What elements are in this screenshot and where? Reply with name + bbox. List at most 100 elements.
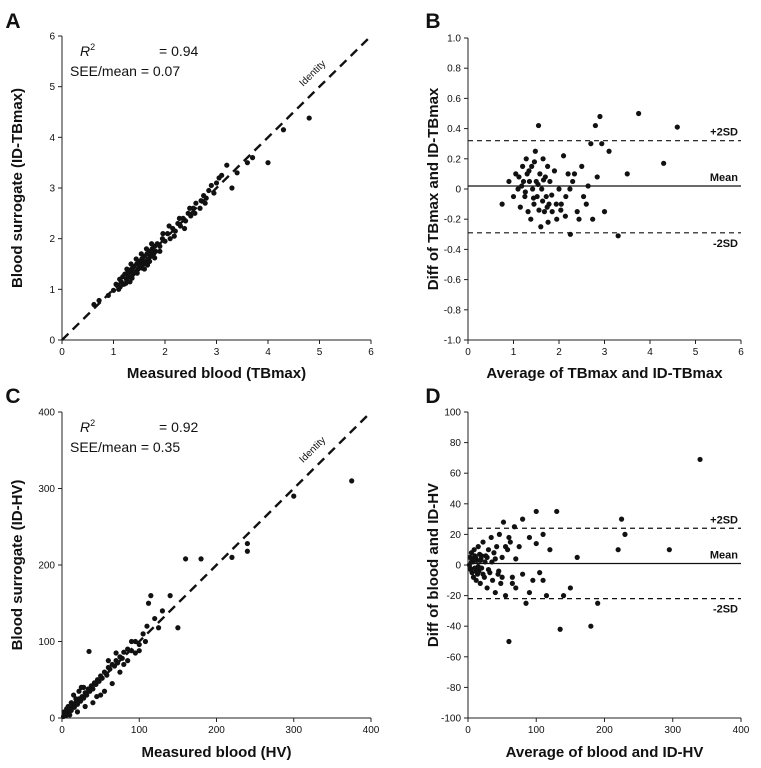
data-point <box>666 547 672 553</box>
data-point <box>475 563 481 570</box>
data-point <box>528 216 534 222</box>
data-point <box>177 223 184 229</box>
x-tick-label: 100 <box>528 725 545 736</box>
y-tick-label: 0 <box>455 561 461 572</box>
data-point <box>115 660 121 666</box>
data-point <box>540 177 547 183</box>
data-point <box>567 231 573 237</box>
data-point <box>541 209 548 215</box>
y-tick-label: 80 <box>450 438 462 449</box>
data-point <box>145 600 152 606</box>
data-point <box>488 534 494 541</box>
y-tick-label: 0 <box>49 714 55 725</box>
data-point <box>523 156 529 162</box>
data-point <box>530 577 536 583</box>
y-axis-title: Diff of blood and ID-HV <box>425 483 442 647</box>
x-tick-label: 0 <box>59 347 65 358</box>
y-tick-label: -0.4 <box>444 245 462 256</box>
panel-c-scatter: C 0 100 200 300 400 0 100 200 300 400 Measured bloo… <box>5 385 379 761</box>
data-point <box>556 186 562 192</box>
data-point <box>533 508 539 515</box>
r2-value: = 0.94 <box>159 43 199 59</box>
data-point <box>563 193 569 200</box>
data-point <box>198 198 204 204</box>
data-point <box>540 156 546 162</box>
see-mean-label: SEE/mean = 0.35 <box>70 439 180 455</box>
data-point <box>90 686 96 692</box>
y-tick-label: 0 <box>49 336 55 347</box>
data-point <box>592 122 599 129</box>
data-point <box>157 248 163 254</box>
data-point <box>585 183 591 189</box>
data-point <box>138 251 144 257</box>
x-axis-title: Measured blood (HV) <box>141 744 291 761</box>
y-tick-label: 0.4 <box>447 124 461 135</box>
data-point <box>485 566 492 573</box>
data-point <box>574 554 580 560</box>
data-point <box>306 115 312 121</box>
data-point <box>159 608 166 614</box>
data-point <box>532 148 538 154</box>
data-point <box>554 216 560 222</box>
data-point <box>471 547 477 553</box>
data-point <box>539 186 545 192</box>
data-point <box>567 585 573 591</box>
data-point <box>84 692 90 698</box>
data-point <box>576 216 582 222</box>
data-point <box>507 539 513 545</box>
data-point <box>197 205 203 211</box>
reference-line-label: -2SD <box>713 604 738 616</box>
data-point <box>104 672 110 678</box>
data-point <box>615 233 621 239</box>
r2-label: R2 <box>80 42 95 59</box>
data-point <box>472 553 478 559</box>
data-point <box>141 266 147 272</box>
data-point <box>125 658 131 664</box>
data-point <box>583 201 589 207</box>
identity-label: Identity <box>298 59 329 89</box>
data-point <box>206 187 212 194</box>
data-point <box>513 585 519 591</box>
x-tick-label: 3 <box>602 347 608 358</box>
data-point <box>121 649 127 655</box>
data-point <box>549 192 555 198</box>
data-point <box>152 615 158 622</box>
data-point <box>477 580 483 586</box>
data-point <box>558 201 564 207</box>
data-point <box>511 524 518 530</box>
data-point <box>506 534 512 541</box>
data-point <box>146 258 153 265</box>
identity-label: Identity <box>298 435 329 466</box>
data-point <box>571 171 578 177</box>
data-point <box>597 113 603 120</box>
data-point <box>224 162 230 168</box>
data-point <box>515 186 521 192</box>
data-point <box>547 178 553 185</box>
data-point <box>636 110 642 117</box>
data-point <box>167 593 173 599</box>
data-point <box>244 548 250 554</box>
y-tick-label: 0.8 <box>447 64 461 75</box>
data-point <box>81 684 87 691</box>
data-point <box>484 554 490 560</box>
data-point <box>203 195 209 201</box>
data-point <box>543 593 550 599</box>
y-tick-label: 20 <box>450 530 462 541</box>
data-point <box>543 193 549 200</box>
data-point <box>101 688 108 694</box>
data-point <box>193 200 199 206</box>
data-point <box>529 163 535 169</box>
data-point <box>107 666 113 672</box>
data-point <box>535 122 542 129</box>
data-point <box>579 163 585 169</box>
data-point <box>153 248 159 254</box>
data-point <box>473 577 479 583</box>
x-tick-label: 4 <box>265 347 271 358</box>
data-point <box>82 703 88 710</box>
x-tick-label: 0 <box>465 725 471 736</box>
y-tick-label: 0.6 <box>447 94 461 105</box>
data-point <box>485 547 492 553</box>
data-point <box>509 574 515 580</box>
data-point <box>219 172 225 178</box>
